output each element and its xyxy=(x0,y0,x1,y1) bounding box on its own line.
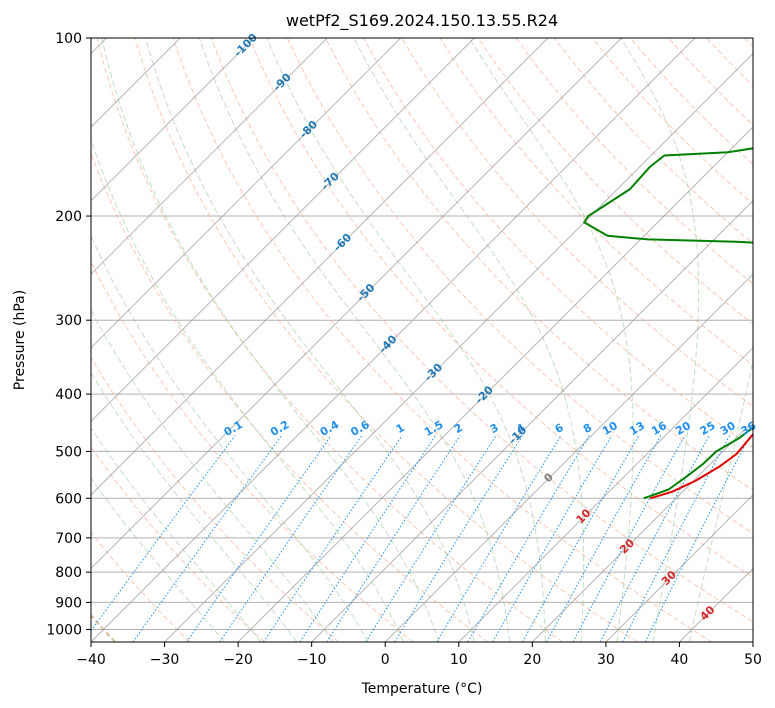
y-tick-label: 300 xyxy=(55,313,82,329)
y-axis: 100 200 300 400 500 600 700 800 900 1000 xyxy=(46,31,91,638)
dry-adiabat-line xyxy=(248,38,753,578)
mixing-ratio-line xyxy=(132,435,283,642)
isotherm-line xyxy=(91,38,402,349)
moist-adiabat-line xyxy=(91,477,225,642)
mixing-ratio-line xyxy=(492,435,613,642)
moist-adiabat-line xyxy=(91,137,405,642)
mixing-ratio-line xyxy=(467,435,590,642)
dry-adiabat-line xyxy=(91,151,489,642)
x-tick-label: 40 xyxy=(671,652,689,668)
isotherm-line xyxy=(311,199,753,642)
isotherm-line xyxy=(237,126,753,642)
moist-adiabat-line xyxy=(145,38,475,642)
x-tick-label: 20 xyxy=(523,652,541,668)
mixing-ratio-line xyxy=(91,435,236,632)
moist-adiabats xyxy=(91,38,753,642)
x-tick-label: −20 xyxy=(223,652,253,668)
dry-adiabat-line xyxy=(515,38,753,285)
dry-adiabat-line xyxy=(477,38,753,325)
y-tick-label: 600 xyxy=(55,491,82,507)
y-tick-label: 500 xyxy=(55,444,82,460)
x-tick-label: 0 xyxy=(381,652,390,668)
x-tick-label: 30 xyxy=(597,652,615,668)
x-tick-label: 10 xyxy=(450,652,468,668)
moist-adiabat-line xyxy=(91,427,262,642)
y-tick-label: 800 xyxy=(55,565,82,581)
isotherm-line xyxy=(91,38,255,202)
y-tick-label: 900 xyxy=(55,595,82,611)
x-axis-label: Temperature (°C) xyxy=(361,681,483,697)
chart-title: wetPf2_S169.2024.150.13.55.R24 xyxy=(286,11,558,31)
mixing-ratio-line xyxy=(572,435,686,642)
dry-adiabat-line xyxy=(91,356,340,642)
x-tick-label: 50 xyxy=(744,652,762,668)
mixing-ratio-lines xyxy=(91,435,751,642)
isotherm-line xyxy=(91,38,549,496)
isotherm-line xyxy=(91,38,328,275)
dry-adiabat-line xyxy=(91,531,191,642)
y-tick-label: 400 xyxy=(55,387,82,403)
y-tick-label: 100 xyxy=(55,31,82,47)
y-tick-label: 700 xyxy=(55,531,82,547)
isotherm-line xyxy=(91,38,475,423)
dry-adiabat-line xyxy=(91,445,265,642)
mixing-ratio-line xyxy=(299,435,437,642)
moist-adiabat-line xyxy=(266,38,546,642)
dry-adiabat-line xyxy=(172,38,713,642)
moist-adiabat-line xyxy=(468,38,634,642)
isotherm-line xyxy=(91,38,622,570)
mixing-ratio-line xyxy=(522,435,640,642)
mixing-ratio-line xyxy=(546,435,662,642)
x-axis: −40 −30 −20 −10 0 10 20 30 40 50 xyxy=(76,642,762,668)
isotherm-line xyxy=(384,273,753,642)
plot-area xyxy=(91,38,753,642)
dry-adiabat-line xyxy=(134,38,638,642)
moist-adiabat-line xyxy=(91,371,298,642)
x-tick-label: −10 xyxy=(297,652,327,668)
isotherm-line xyxy=(458,347,753,642)
mixing-ratio-line xyxy=(436,435,562,642)
y-tick-label: 200 xyxy=(55,209,82,225)
isotherms xyxy=(91,38,753,642)
moist-adiabat-line xyxy=(353,38,585,642)
isotherm-line xyxy=(605,494,753,642)
mixing-ratio-line xyxy=(365,435,497,642)
sounding-series-line xyxy=(583,147,753,500)
moist-adiabat-line xyxy=(101,38,440,642)
x-tick-label: −30 xyxy=(150,652,180,668)
x-tick-label: −40 xyxy=(76,652,106,668)
plot-frame xyxy=(90,37,754,643)
sounding-series-line xyxy=(650,432,753,500)
mixing-ratio-line xyxy=(599,435,710,642)
moist-adiabat-line xyxy=(198,38,511,642)
dry-adiabat-line xyxy=(210,38,753,623)
moist-adiabat-line xyxy=(91,234,369,642)
y-tick-label: 1000 xyxy=(46,622,82,638)
mixing-ratio-line xyxy=(186,435,332,642)
mixing-ratio-line xyxy=(326,435,461,642)
pressure-grid xyxy=(91,38,753,630)
isotherm-line xyxy=(531,420,753,642)
mixing-ratio-line xyxy=(394,435,523,642)
dry-adiabat-line xyxy=(96,38,563,642)
sounding-profiles xyxy=(583,147,753,500)
isotherm-line xyxy=(91,38,696,642)
dry-adiabat-line xyxy=(325,38,753,491)
isotherm-line xyxy=(164,52,753,642)
y-axis-label: Pressure (hPa) xyxy=(12,290,28,390)
moist-adiabat-line xyxy=(688,358,753,642)
dry-adiabat-line xyxy=(401,38,753,407)
